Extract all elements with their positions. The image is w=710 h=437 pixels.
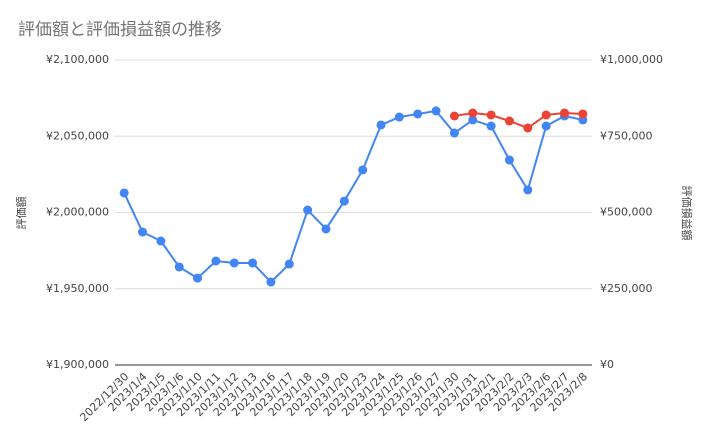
y-tick-label: ¥1,900,000 [46,358,109,371]
data-point [468,108,478,118]
y-tick-label: ¥1,950,000 [46,282,109,295]
data-point [431,106,441,116]
data-point [523,185,533,195]
data-point [413,109,423,119]
y-tick-label: ¥2,100,000 [46,53,109,66]
data-point [486,121,496,131]
data-point [174,262,184,272]
data-point [303,205,313,215]
data-point [504,155,514,165]
data-point [358,165,368,175]
data-point [284,259,294,269]
data-point [559,108,569,118]
y2-tick-label: ¥0 [600,358,614,371]
data-point [266,277,276,287]
y2-tick-label: ¥250,000 [600,282,653,295]
data-point [248,258,258,268]
data-point [486,110,496,120]
y2-tick-label: ¥1,000,000 [600,53,663,66]
data-point [504,116,514,126]
data-point [119,188,129,198]
data-point [193,273,203,283]
data-point [339,196,349,206]
chart-title: 評価額と評価損益額の推移 [18,20,222,40]
y-axis-label: 評価額 [14,197,28,230]
data-point [468,115,478,125]
data-point [156,236,166,246]
data-point [138,227,148,237]
y2-tick-label: ¥750,000 [600,129,653,142]
y-tick-label: ¥2,000,000 [46,206,109,219]
data-point [229,258,239,268]
data-point [394,112,404,122]
data-point [541,121,551,131]
data-point [321,224,331,234]
data-point [578,109,588,119]
data-point [449,111,459,121]
data-point [523,123,533,133]
y-tick-label: ¥2,050,000 [46,129,109,142]
data-point [541,110,551,120]
data-point [211,256,221,266]
data-point [376,120,386,130]
y2-axis-label: 評価損益額 [680,186,694,241]
y2-tick-label: ¥500,000 [600,206,653,219]
data-point [449,128,459,138]
